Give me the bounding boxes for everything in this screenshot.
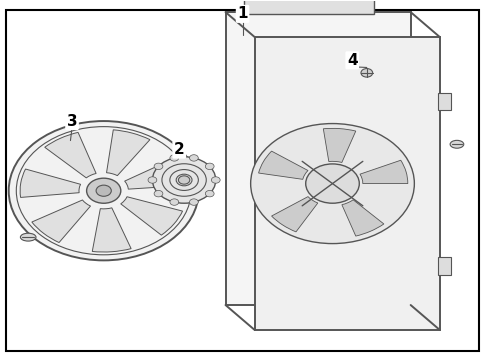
Circle shape bbox=[306, 164, 359, 203]
Circle shape bbox=[178, 176, 190, 184]
Circle shape bbox=[205, 163, 214, 170]
Text: 4: 4 bbox=[347, 53, 358, 68]
Circle shape bbox=[170, 199, 179, 205]
Wedge shape bbox=[271, 197, 318, 232]
Circle shape bbox=[96, 185, 111, 196]
Text: 1: 1 bbox=[237, 6, 248, 21]
Circle shape bbox=[361, 68, 373, 77]
Circle shape bbox=[152, 157, 216, 203]
Wedge shape bbox=[121, 197, 183, 235]
Wedge shape bbox=[45, 132, 96, 178]
Circle shape bbox=[190, 155, 198, 161]
Ellipse shape bbox=[21, 233, 36, 241]
Text: 2: 2 bbox=[174, 142, 185, 157]
Wedge shape bbox=[259, 151, 308, 179]
Wedge shape bbox=[323, 129, 356, 162]
Circle shape bbox=[251, 123, 415, 244]
Bar bbox=[439, 93, 451, 111]
Ellipse shape bbox=[450, 140, 464, 148]
Circle shape bbox=[170, 155, 179, 161]
Circle shape bbox=[154, 163, 163, 170]
Circle shape bbox=[148, 177, 157, 183]
Bar bbox=[244, 0, 374, 14]
Wedge shape bbox=[92, 208, 131, 252]
Circle shape bbox=[87, 178, 121, 203]
Circle shape bbox=[211, 177, 220, 183]
Bar bbox=[255, 37, 440, 330]
Circle shape bbox=[205, 190, 214, 197]
Wedge shape bbox=[20, 169, 80, 197]
Wedge shape bbox=[360, 160, 408, 184]
Bar bbox=[439, 257, 451, 275]
Circle shape bbox=[9, 121, 199, 260]
Text: 3: 3 bbox=[67, 113, 77, 129]
Bar bbox=[225, 12, 411, 305]
Wedge shape bbox=[32, 200, 91, 243]
Wedge shape bbox=[106, 130, 150, 176]
Wedge shape bbox=[342, 200, 384, 236]
Circle shape bbox=[190, 199, 198, 205]
Wedge shape bbox=[124, 158, 187, 189]
Circle shape bbox=[154, 190, 163, 197]
